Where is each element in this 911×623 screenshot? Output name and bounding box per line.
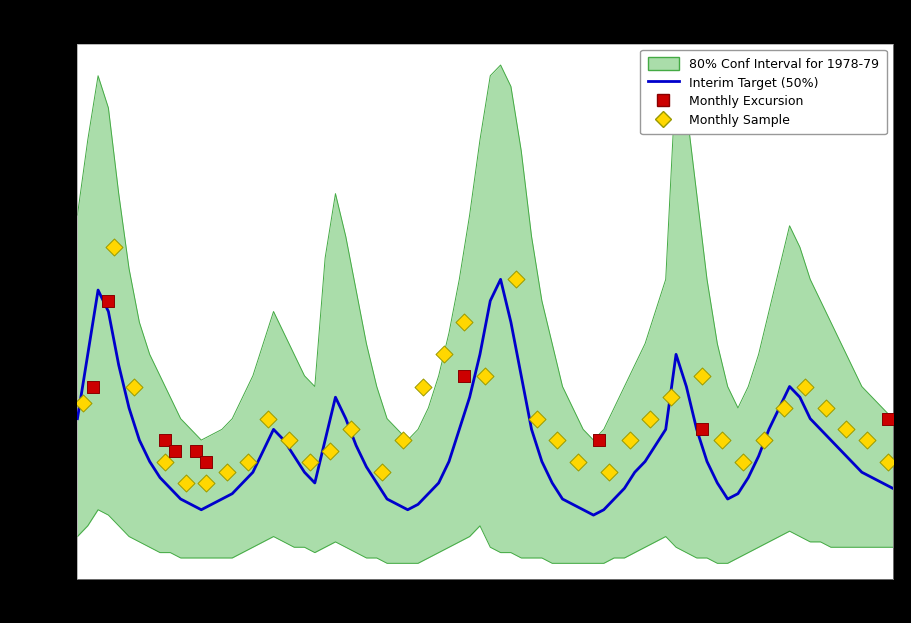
Legend: 80% Conf Interval for 1978-79, Interim Target (50%), Monthly Excursion, Monthly : 80% Conf Interval for 1978-79, Interim T… [640, 50, 886, 135]
Point [395, 435, 410, 445]
Point [508, 274, 523, 284]
Point [601, 467, 616, 477]
Point [76, 397, 90, 407]
Point [416, 381, 431, 391]
Point [694, 371, 709, 381]
Point [643, 414, 658, 424]
Point [101, 296, 116, 306]
Point [860, 435, 875, 445]
Point [436, 350, 451, 359]
Point [158, 435, 172, 445]
Point [591, 435, 606, 445]
Point [818, 403, 833, 413]
Point [374, 467, 389, 477]
Point [158, 457, 172, 467]
Point [169, 446, 183, 456]
Point [736, 457, 751, 467]
Point [302, 457, 317, 467]
Point [529, 414, 544, 424]
Point [457, 371, 472, 381]
Point [715, 435, 730, 445]
Point [261, 414, 276, 424]
Point [343, 424, 358, 434]
Point [798, 381, 813, 391]
Point [200, 457, 214, 467]
Point [550, 435, 565, 445]
Point [570, 457, 585, 467]
Point [622, 435, 637, 445]
Point [457, 317, 472, 327]
Point [694, 424, 709, 434]
Point [200, 478, 214, 488]
Point [663, 392, 678, 402]
Point [477, 371, 492, 381]
Point [777, 403, 792, 413]
Point [756, 435, 771, 445]
Point [839, 424, 854, 434]
Point [241, 457, 255, 467]
Point [281, 435, 296, 445]
Point [179, 478, 193, 488]
Point [189, 446, 203, 456]
Point [107, 242, 121, 252]
Point [323, 446, 338, 456]
Point [880, 414, 895, 424]
Point [880, 457, 895, 467]
Point [127, 381, 141, 391]
Point [86, 381, 100, 391]
Point [220, 467, 234, 477]
